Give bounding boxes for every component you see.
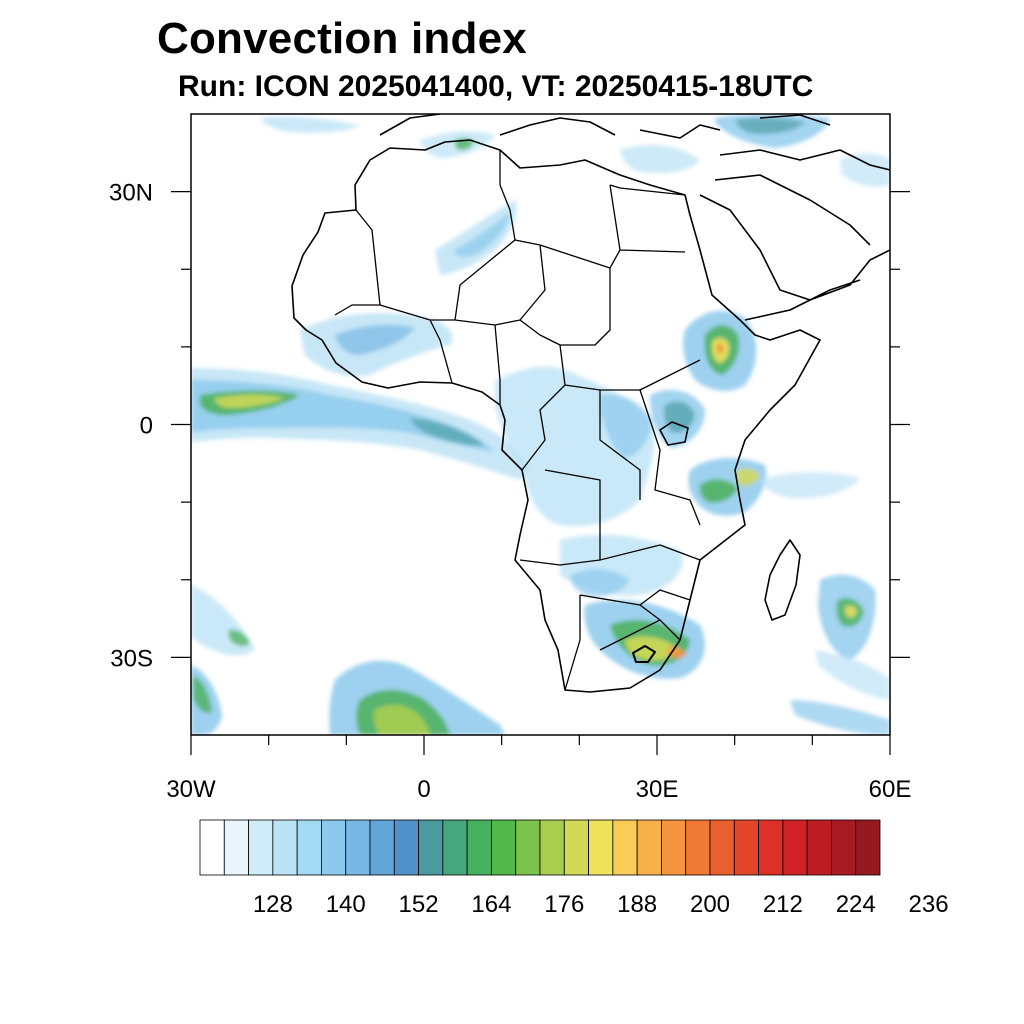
tanzania-green bbox=[699, 479, 738, 503]
colorbar-swatch bbox=[685, 819, 711, 876]
coastlines bbox=[291, 114, 890, 693]
southwest-atlantic-green bbox=[228, 629, 250, 647]
lesotho-border bbox=[632, 645, 656, 663]
southwest-corner-green bbox=[193, 675, 212, 714]
west-africa-blue bbox=[335, 324, 415, 355]
axis-ticks bbox=[171, 191, 910, 755]
southern-ocean-streak bbox=[790, 700, 890, 735]
colorbar-label: 200 bbox=[690, 891, 730, 918]
colorbar-label: 176 bbox=[544, 891, 584, 918]
itcz-east-teal bbox=[410, 418, 485, 446]
colorbar-label: 128 bbox=[253, 891, 293, 918]
central-africa-blue bbox=[600, 394, 652, 458]
colorbar-label: 140 bbox=[326, 891, 366, 918]
axis-tick-labels: 30W 0 30E 60E 30N 0 30S bbox=[109, 180, 911, 803]
itcz-core-yellow bbox=[215, 394, 285, 408]
colorbar-swatch bbox=[612, 819, 638, 876]
colorbar-labels: 128 140 152 164 176 188 200 212 224 236 bbox=[253, 891, 949, 918]
north-coast-cells bbox=[260, 116, 360, 133]
colorbar-swatch bbox=[345, 819, 371, 876]
colorbar-swatch bbox=[709, 819, 735, 876]
colorbar-swatch bbox=[758, 819, 784, 876]
south-atlantic-yellowgreen bbox=[373, 704, 430, 735]
lon-tick-label: 0 bbox=[417, 776, 430, 803]
sahara-streak-blue bbox=[455, 212, 510, 257]
colorbar-swatch bbox=[806, 819, 832, 876]
lon-tick-label: 30W bbox=[166, 776, 216, 803]
ethiopia-orange bbox=[716, 343, 724, 354]
arabia-coastline bbox=[699, 174, 890, 321]
indian-ocean-cells bbox=[760, 472, 860, 499]
colorbar bbox=[199, 819, 881, 876]
colorbar-swatch bbox=[855, 819, 881, 876]
turkey-teal bbox=[735, 117, 805, 134]
lat-tick-label: 30S bbox=[110, 645, 153, 672]
colorbar-swatch bbox=[418, 819, 444, 876]
colorbar-swatch bbox=[199, 819, 225, 876]
colorbar-swatch bbox=[661, 819, 687, 876]
colorbar-swatch bbox=[491, 819, 517, 876]
colorbar-swatch bbox=[321, 819, 347, 876]
colorbar-label: 236 bbox=[909, 891, 949, 918]
colorbar-swatch bbox=[733, 819, 759, 876]
colorbar-swatch bbox=[831, 819, 857, 876]
colorbar-swatch bbox=[515, 819, 541, 876]
lakes-teal bbox=[664, 401, 695, 433]
colorbar-swatch bbox=[466, 819, 492, 876]
lat-tick-label: 0 bbox=[140, 413, 153, 440]
madagascar-coastline bbox=[764, 539, 801, 621]
chart-title: Convection index bbox=[157, 14, 527, 63]
lake-victoria bbox=[659, 421, 689, 446]
tanzania-yellow bbox=[735, 468, 760, 486]
country-borders bbox=[334, 150, 701, 691]
colorbar-label: 164 bbox=[471, 891, 511, 918]
colorbar-label: 152 bbox=[399, 891, 439, 918]
colorbar-swatch bbox=[782, 819, 808, 876]
colorbar-swatch bbox=[272, 819, 298, 876]
colorbar-swatch bbox=[369, 819, 395, 876]
colorbar-swatch bbox=[223, 819, 249, 876]
colorbar-label: 224 bbox=[836, 891, 876, 918]
lat-tick-label: 30N bbox=[109, 180, 153, 207]
lon-tick-label: 60E bbox=[869, 776, 912, 803]
colorbar-swatch bbox=[442, 819, 468, 876]
southeast-ocean-cells bbox=[815, 650, 890, 700]
colorbar-swatch bbox=[539, 819, 565, 876]
south-africa-orange bbox=[668, 646, 686, 659]
colorbar-label: 188 bbox=[617, 891, 657, 918]
convection-field bbox=[191, 114, 890, 735]
colorbar-swatch bbox=[563, 819, 589, 876]
angola-blue bbox=[570, 568, 630, 597]
europe-coastline bbox=[379, 114, 890, 171]
south-africa-yellow bbox=[625, 636, 680, 661]
chart-subtitle: Run: ICON 2025041400, VT: 20250415-18UTC bbox=[178, 70, 814, 103]
colorbar-swatch bbox=[588, 819, 614, 876]
colorbar-swatch bbox=[393, 819, 419, 876]
iran-cells bbox=[840, 153, 890, 187]
colorbar-swatch bbox=[248, 819, 274, 876]
colorbar-swatch bbox=[296, 819, 322, 876]
levant-cells bbox=[620, 144, 700, 174]
colorbar-label: 212 bbox=[763, 891, 803, 918]
lon-tick-label: 30E bbox=[636, 776, 679, 803]
madagascar-east-yellow bbox=[845, 605, 857, 618]
colorbar-swatch bbox=[636, 819, 662, 876]
